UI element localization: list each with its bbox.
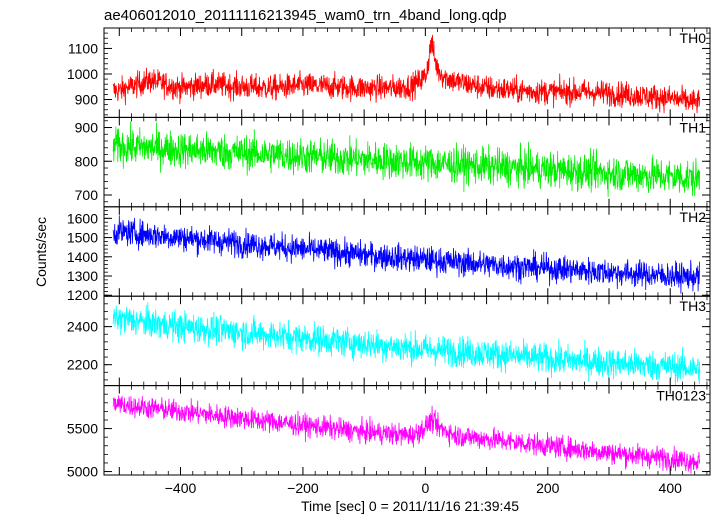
y-axis-label: Counts/sec (33, 217, 49, 287)
panel-label-th2: TH2 (680, 209, 707, 225)
panel-frame (103, 27, 711, 118)
x-tick-label: 200 (536, 480, 560, 496)
y-tick-label: 2200 (67, 357, 98, 373)
panel-frame (103, 206, 711, 297)
y-tick-label: 1400 (67, 249, 98, 265)
series-line-th0 (112, 34, 700, 114)
y-tick-label: 2400 (67, 319, 98, 335)
x-tick-label: 400 (659, 480, 683, 496)
y-tick-label: 1300 (67, 268, 98, 284)
y-tick-label: 1600 (67, 210, 98, 226)
y-tick-label: 1500 (67, 230, 98, 246)
series-line-th2 (112, 215, 700, 294)
series-line-th1 (112, 121, 700, 197)
panel-label-th0: TH0 (680, 30, 707, 46)
panel-label-th0123: TH0123 (656, 388, 706, 404)
series-line-th3 (112, 302, 700, 386)
y-tick-label: 5000 (67, 464, 98, 480)
series-line-th0123 (112, 395, 700, 474)
y-tick-label: 1200 (67, 287, 98, 303)
panel-label-th1: TH1 (680, 119, 707, 135)
y-tick-label: 1000 (67, 66, 98, 82)
panel-label-th3: TH3 (680, 298, 707, 314)
y-tick-label: 1100 (68, 40, 98, 56)
y-tick-label: 800 (75, 153, 99, 169)
panels-group: 900 1000 1100 TH0 700 800 900 TH1 1200 1300 1400 15… (67, 27, 711, 496)
y-tick-label: 700 (75, 187, 99, 203)
y-tick-label: 5500 (67, 421, 98, 437)
x-axis-label: Time [sec] 0 = 2011/11/16 21:39:45 (301, 498, 519, 514)
chart-title: ae406012010_20111116213945_wam0_trn_4ban… (104, 7, 507, 24)
x-tick-label: −400 (165, 480, 197, 496)
x-tick-label: 0 (421, 480, 429, 496)
y-tick-label: 900 (75, 92, 99, 108)
panel-frame (103, 385, 711, 476)
x-tick-label: −200 (287, 480, 319, 496)
y-tick-label: 900 (75, 120, 99, 136)
